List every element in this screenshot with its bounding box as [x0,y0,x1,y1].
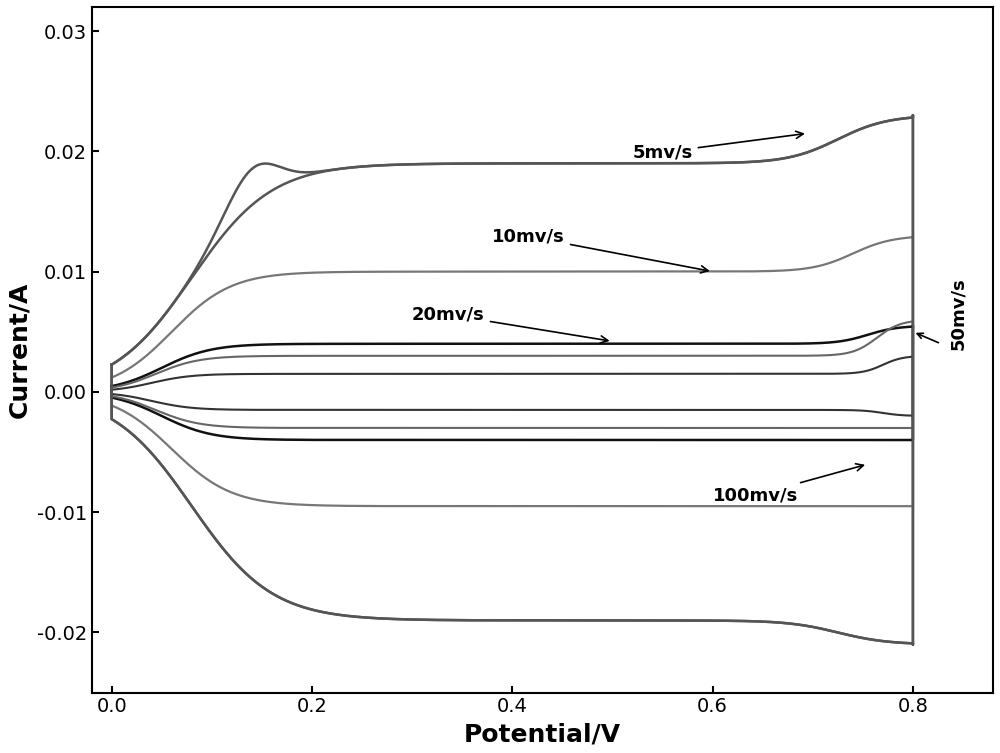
Y-axis label: Current/A: Current/A [7,282,31,418]
Text: 5mv/s: 5mv/s [632,131,803,161]
Text: 50mv/s: 50mv/s [949,277,967,350]
Text: 20mv/s: 20mv/s [412,306,608,343]
Text: 100mv/s: 100mv/s [713,464,863,505]
Text: 10mv/s: 10mv/s [492,227,708,273]
X-axis label: Potential/V: Potential/V [464,722,621,746]
